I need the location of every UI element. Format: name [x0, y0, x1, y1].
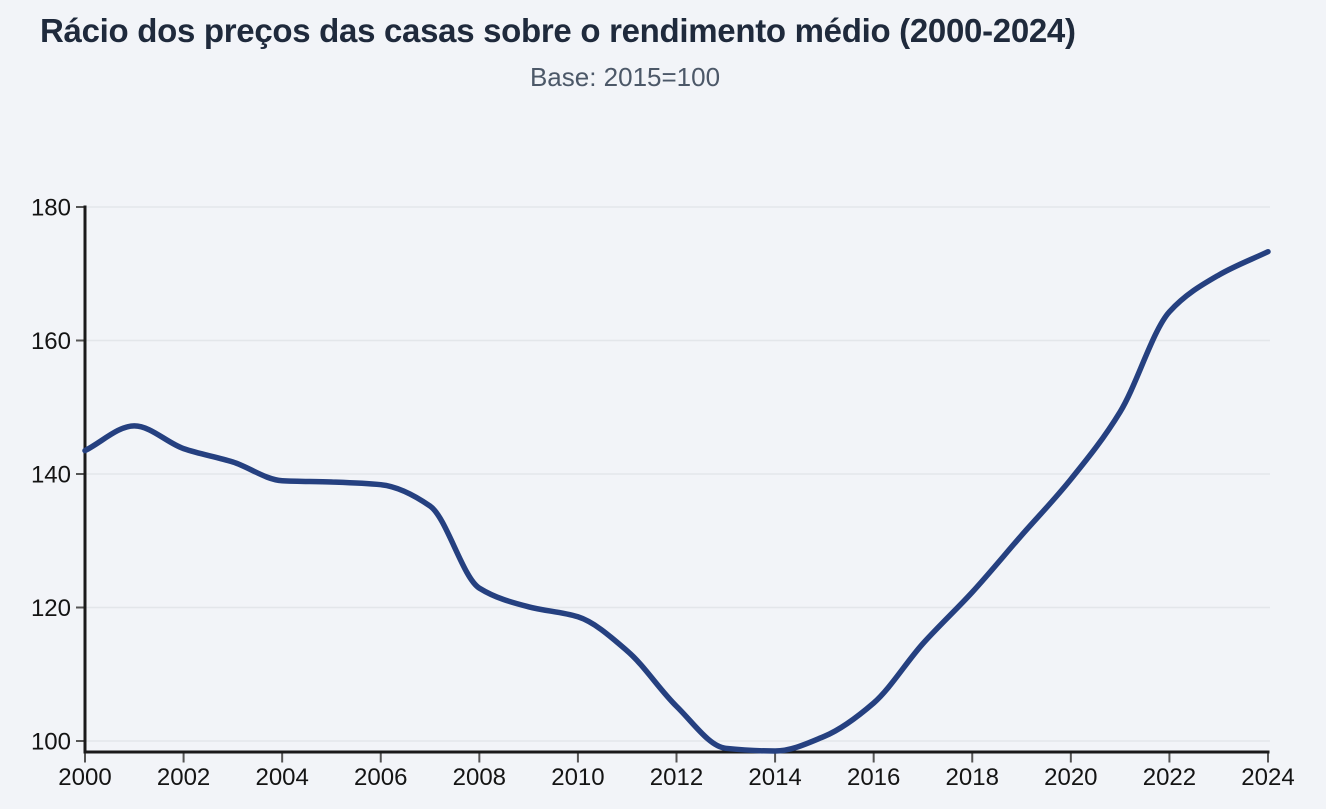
x-tick-label: 2012 [650, 764, 703, 791]
data-line-series [82, 248, 1271, 754]
x-tick-label: 2000 [58, 764, 111, 791]
x-tick-label: 2008 [453, 764, 506, 791]
chart-title: Rácio dos preços das casas sobre o rendi… [40, 12, 1076, 49]
x-tick-label: 2010 [551, 764, 604, 791]
x-tick-label: 2024 [1241, 764, 1294, 791]
chart-subtitle: Base: 2015=100 [529, 62, 721, 92]
x-tick-label: 2016 [847, 764, 900, 791]
x-tick-label: 2004 [255, 764, 308, 791]
x-tick-label: 2020 [1044, 764, 1097, 791]
y-tick-label: 120 [31, 595, 71, 622]
y-tick-label: 140 [31, 462, 71, 489]
x-tick-label: 2002 [157, 764, 210, 791]
x-tick-label: 2006 [354, 764, 407, 791]
y-tick-label: 180 [31, 195, 71, 222]
y-tick-label: 100 [31, 729, 71, 756]
y-tick-label: 160 [31, 328, 71, 355]
x-tick-label: 2018 [946, 764, 999, 791]
x-tick-label: 2022 [1143, 764, 1196, 791]
x-tick-label: 2014 [748, 764, 801, 791]
